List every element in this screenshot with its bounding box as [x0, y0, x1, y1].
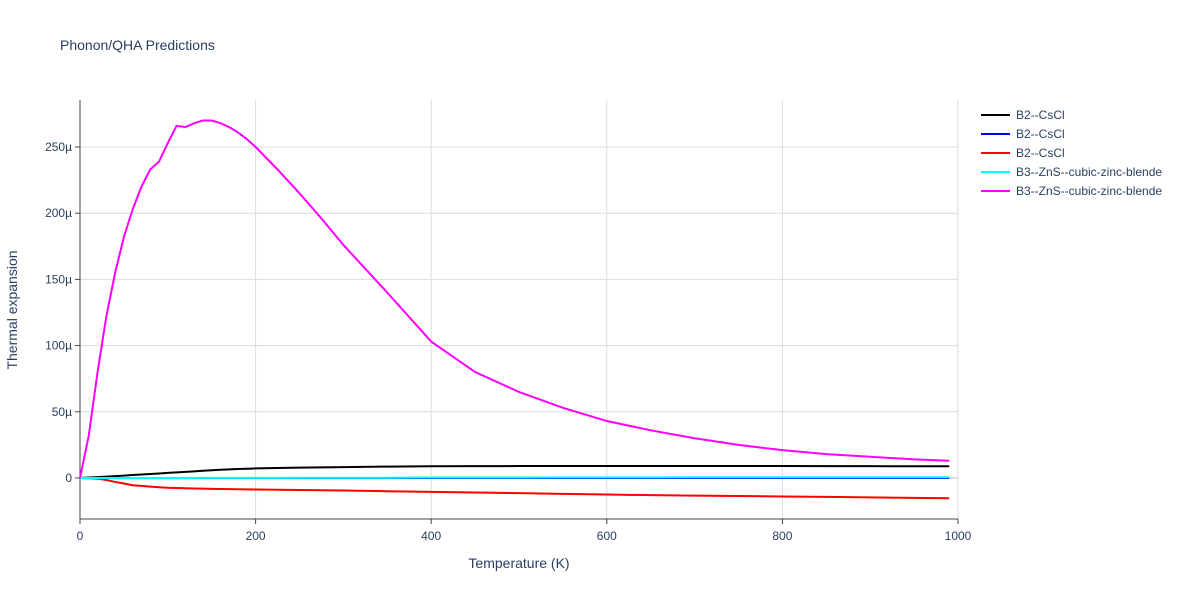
x-tick-label: 400: [421, 529, 441, 543]
x-tick-label: 200: [246, 529, 266, 543]
y-tick-label: 200µ: [45, 206, 72, 220]
legend-label: B2--CsCl: [1016, 127, 1065, 141]
x-tick-label: 0: [77, 529, 84, 543]
y-tick-label: 50µ: [52, 405, 72, 419]
y-tick-label: 150µ: [45, 272, 72, 286]
legend-label: B3--ZnS--cubic-zinc-blende: [1016, 184, 1162, 198]
x-tick-label: 800: [772, 529, 792, 543]
series-line: [79, 476, 950, 500]
legend-label: B3--ZnS--cubic-zinc-blende: [1016, 165, 1162, 179]
series-line: [79, 119, 950, 479]
x-tick-label: 600: [597, 529, 617, 543]
x-tick-label: 1000: [945, 529, 972, 543]
legend-label: B2--CsCl: [1016, 146, 1065, 160]
y-tick-label: 250µ: [45, 140, 72, 154]
x-axis-title: Temperature (K): [468, 555, 569, 571]
series-line: [79, 465, 950, 479]
y-tick-label: 0: [65, 471, 72, 485]
legend-label: B2--CsCl: [1016, 108, 1065, 122]
chart-title: Phonon/QHA Predictions: [60, 37, 215, 53]
series-line: [80, 476, 950, 479]
y-axis-title: Thermal expansion: [4, 250, 20, 369]
y-tick-label: 100µ: [45, 339, 72, 353]
